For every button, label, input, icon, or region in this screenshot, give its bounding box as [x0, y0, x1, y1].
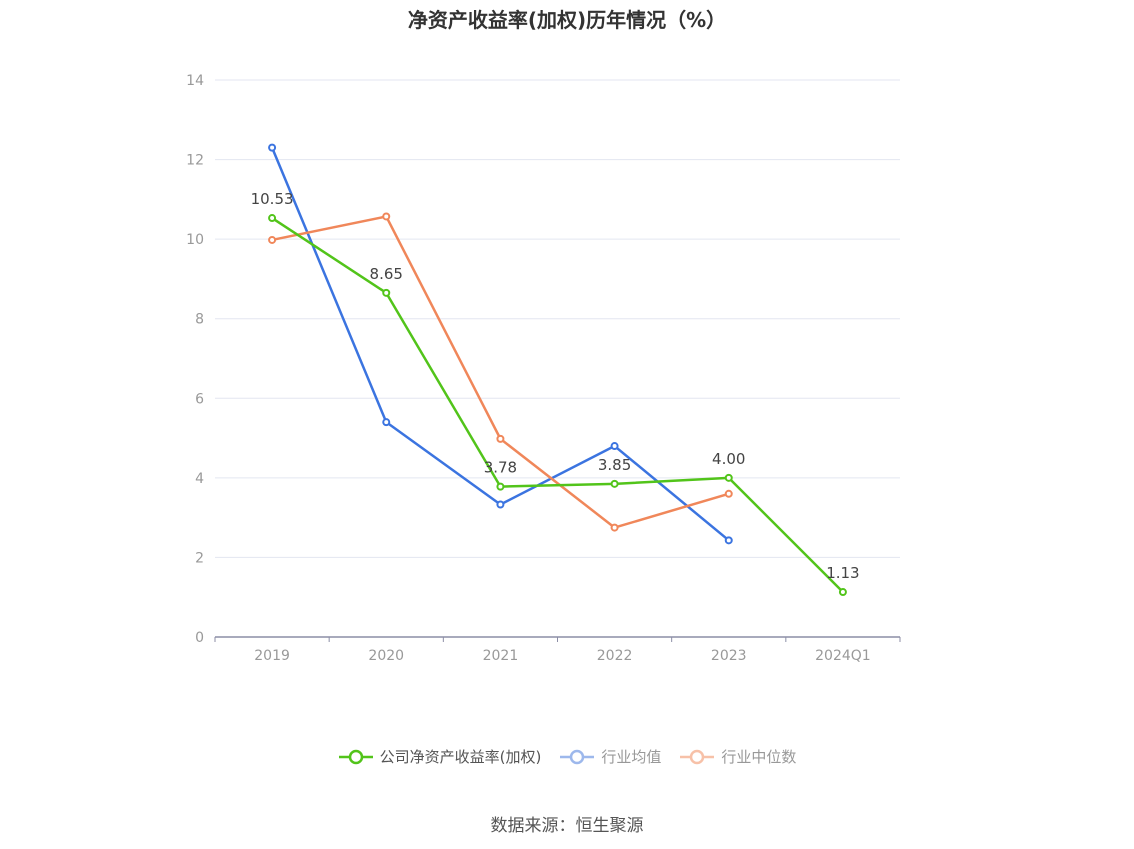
axis-layer: 0 2 4 6 8 10 12 14 2019 2020 2021 2022 2023 2024Q1: [186, 73, 901, 664]
legend-item[interactable]: 公司净资产收益率(加权): [338, 746, 542, 767]
data-point: [382, 288, 391, 297]
y-tick-label: 6: [195, 391, 204, 407]
x-tick-label: 2019: [254, 648, 290, 664]
data-point: [610, 442, 619, 451]
legend-line-circle-icon: [560, 749, 595, 764]
line-chart: 0 2 4 6 8 10 12 14 2019 2020 2021 2022 2023 2024Q1 10…: [186, 73, 901, 664]
data-label: 4.00: [712, 450, 745, 468]
chart-legend: 公司净资产收益率(加权) 行业均值 行业中位数: [0, 746, 1134, 767]
legend-item[interactable]: 行业中位数: [679, 746, 796, 767]
data-point: [610, 479, 619, 488]
data-label: 3.78: [484, 459, 517, 477]
data-point: [724, 489, 733, 498]
series-layer: [268, 143, 847, 597]
data-label-layer: 10.53 8.65 3.78 3.85 4.00 1.13: [251, 190, 860, 582]
data-point: [268, 235, 277, 244]
data-point: [724, 536, 733, 545]
x-tick-label: 2024Q1: [815, 648, 871, 664]
data-point: [724, 473, 733, 482]
data-label: 10.53: [251, 190, 294, 208]
legend-item[interactable]: 行业均值: [559, 746, 661, 767]
x-tick-label: 2023: [711, 648, 747, 664]
data-point: [610, 523, 619, 532]
y-tick-label: 12: [186, 153, 204, 169]
data-point: [496, 434, 505, 443]
grid-layer: [215, 79, 900, 558]
y-tick-label: 8: [195, 312, 204, 328]
x-tick-label: 2020: [368, 648, 404, 664]
legend-line-circle-icon: [338, 749, 373, 764]
x-tick-label: 2022: [597, 648, 633, 664]
legend-label: 公司净资产收益率(加权): [379, 748, 542, 766]
y-tick-label: 14: [186, 73, 204, 89]
data-point: [268, 214, 277, 223]
y-tick-label: 0: [195, 630, 204, 646]
y-tick-label: 10: [186, 232, 204, 248]
y-tick-label: 4: [195, 471, 204, 487]
data-label: 1.13: [826, 564, 859, 582]
legend-swatch-circle: [690, 749, 705, 764]
legend-label: 行业中位数: [721, 748, 797, 766]
data-point: [382, 212, 391, 221]
y-tick-label: 2: [195, 550, 204, 566]
chart-title: 净资产收益率(加权)历年情况（%）: [407, 8, 727, 32]
legend-swatch-circle: [570, 749, 585, 764]
legend-swatch-circle: [348, 749, 363, 764]
data-label: 8.65: [370, 265, 403, 283]
data-label: 3.85: [598, 456, 631, 474]
data-point: [496, 482, 505, 491]
legend-label: 行业均值: [601, 748, 662, 766]
data-point: [496, 500, 505, 509]
data-point: [838, 588, 847, 597]
x-tick-label: 2021: [483, 648, 519, 664]
data-source: 数据来源：恒生聚源: [490, 816, 644, 836]
series-line: [271, 217, 844, 593]
data-point: [382, 418, 391, 427]
legend-line-circle-icon: [680, 749, 715, 764]
data-point: [268, 143, 277, 152]
